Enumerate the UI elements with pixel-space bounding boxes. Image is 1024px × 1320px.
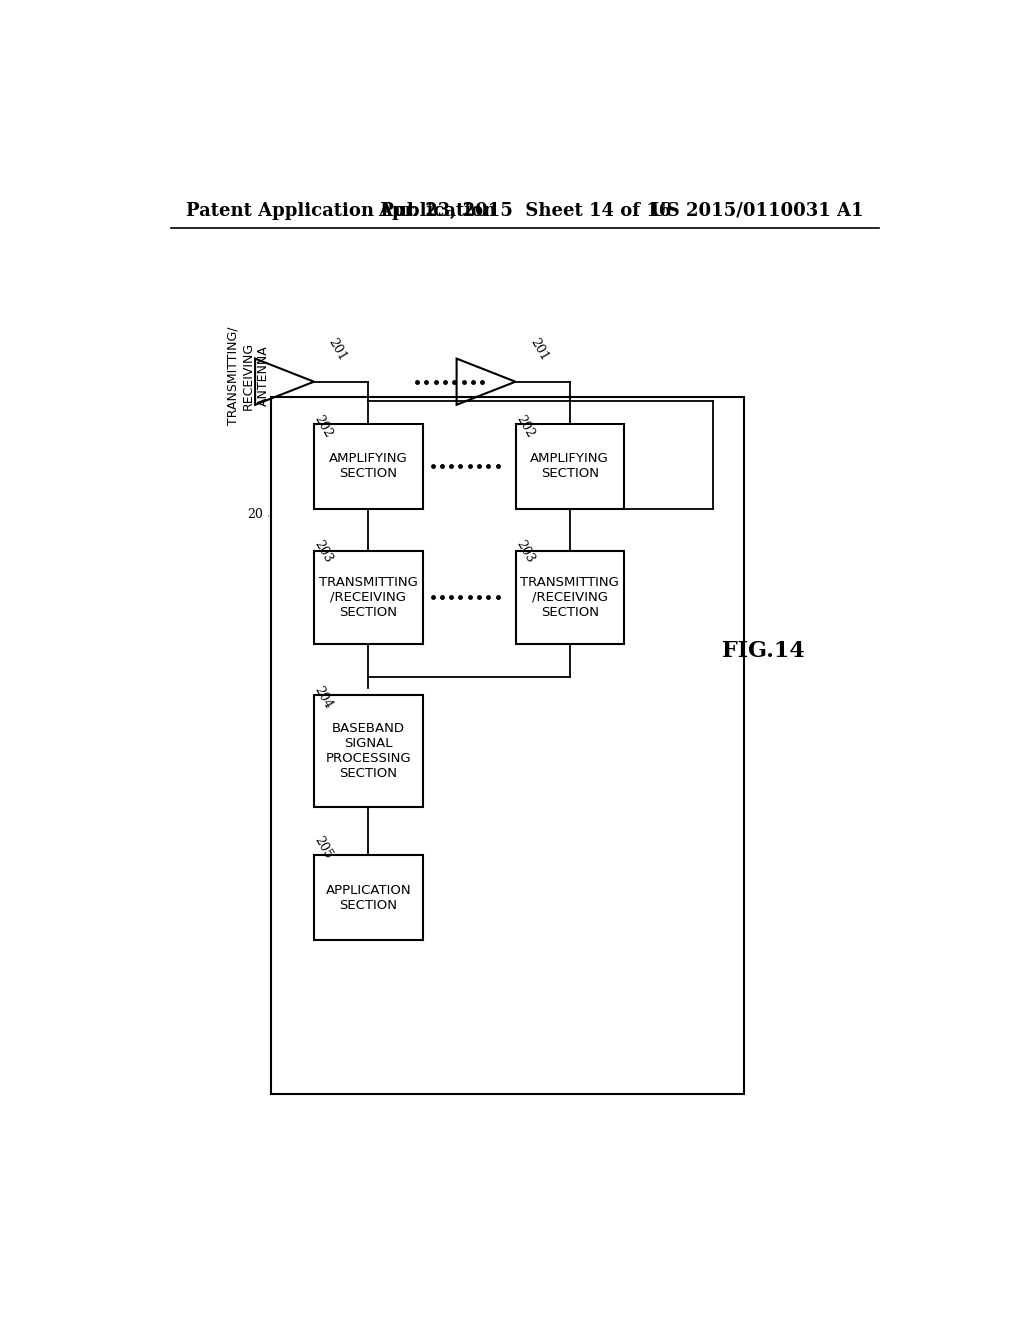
Bar [314,855,423,940]
Text: 203: 203 [311,537,335,565]
Text: 202: 202 [311,413,335,440]
Text: 201: 201 [326,335,349,363]
Text: FIG.14: FIG.14 [722,640,805,663]
Text: 203: 203 [514,537,538,565]
Text: US 2015/0110031 A1: US 2015/0110031 A1 [651,202,863,219]
Text: BASEBAND
SIGNAL
PROCESSING
SECTION: BASEBAND SIGNAL PROCESSING SECTION [326,722,411,780]
Text: 205: 205 [311,834,335,861]
Text: AMPLIFYING
SECTION: AMPLIFYING SECTION [329,453,408,480]
Bar [314,552,423,644]
Text: 204: 204 [311,684,335,711]
Text: TRANSMITTING/
RECEIVING
ANTENNA: TRANSMITTING/ RECEIVING ANTENNA [226,326,269,425]
Text: TRANSMITTING
/RECEIVING
SECTION: TRANSMITTING /RECEIVING SECTION [520,576,620,619]
Bar [515,552,624,644]
Bar [314,696,423,807]
Text: Apr. 23, 2015  Sheet 14 of 16: Apr. 23, 2015 Sheet 14 of 16 [378,202,672,219]
Bar [314,424,423,508]
Text: TRANSMITTING
/RECEIVING
SECTION: TRANSMITTING /RECEIVING SECTION [318,576,418,619]
Text: Patent Application Publication: Patent Application Publication [186,202,497,219]
Text: 201: 201 [527,335,550,363]
Bar [515,424,624,508]
Bar [271,397,744,1094]
Text: 202: 202 [514,413,538,440]
Text: 20: 20 [247,508,268,520]
Text: APPLICATION
SECTION: APPLICATION SECTION [326,883,411,912]
Text: AMPLIFYING
SECTION: AMPLIFYING SECTION [530,453,609,480]
